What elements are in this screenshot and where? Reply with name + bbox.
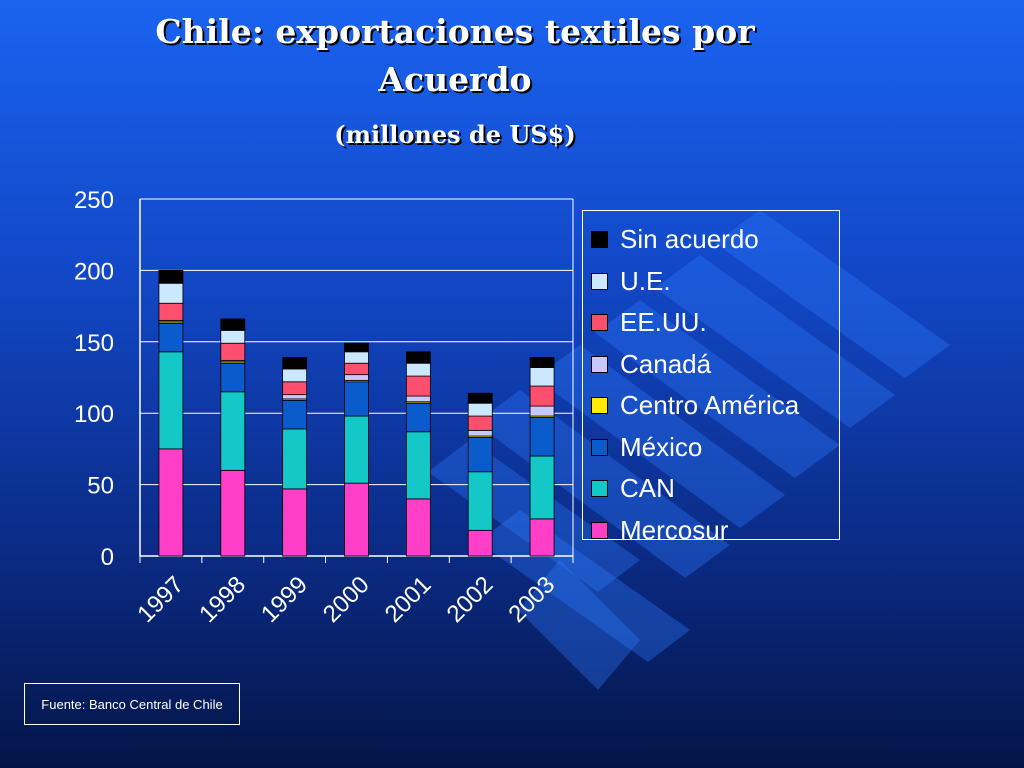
legend-swatch xyxy=(591,272,608,290)
y-tick-label: 150 xyxy=(74,330,114,357)
legend-label: CAN xyxy=(620,473,675,504)
bar-segment xyxy=(282,357,308,370)
bar-segment xyxy=(158,269,184,284)
bar-segment xyxy=(282,381,308,396)
bar-segment xyxy=(529,417,555,457)
bar-segment xyxy=(220,342,246,361)
legend-swatch xyxy=(591,438,608,456)
x-tick-label: 1998 xyxy=(194,571,251,628)
legend-item: EE.UU. xyxy=(583,302,839,344)
bar-segment xyxy=(344,381,369,417)
bar-segment xyxy=(158,282,184,304)
bar-segment xyxy=(405,351,431,364)
legend-swatch xyxy=(591,397,608,415)
bar-segment xyxy=(158,302,184,321)
bar-segment xyxy=(158,448,184,557)
x-tick-label: 1999 xyxy=(256,571,313,628)
legend-item: Sin acuerdo xyxy=(583,219,839,261)
x-tick-label: 2001 xyxy=(380,571,437,628)
bar-segment xyxy=(158,322,184,353)
x-tick-label: 2000 xyxy=(318,571,375,628)
bar-segment xyxy=(344,342,369,353)
bar-segment xyxy=(344,482,369,557)
legend-item: México xyxy=(583,427,839,469)
slide-title: Chile: exportaciones textiles por Acuerd… xyxy=(60,8,850,104)
x-tick-label: 2003 xyxy=(503,571,560,628)
legend-label: México xyxy=(620,431,703,462)
y-tick-label: 100 xyxy=(74,401,114,428)
bar-segment xyxy=(282,399,308,430)
bar-segment xyxy=(282,488,308,557)
legend-swatch xyxy=(591,231,608,249)
slide-subtitle: (millones de US$) xyxy=(334,120,576,149)
legend-swatch xyxy=(591,314,608,332)
bar-segment xyxy=(405,395,431,403)
bar-segment xyxy=(344,362,369,376)
legend-swatch xyxy=(591,355,608,373)
legend-item: Mercosur xyxy=(583,510,839,552)
y-tick-label: 250 xyxy=(74,187,114,214)
bar-segment xyxy=(405,498,431,557)
x-tick-label: 2002 xyxy=(442,571,499,628)
bar-segment xyxy=(220,391,246,471)
legend-label: Canadá xyxy=(620,348,712,379)
bar-segment xyxy=(529,405,555,417)
title-line-1: Chile: exportaciones textiles por xyxy=(155,12,755,51)
bar-segment xyxy=(405,431,431,500)
bar-segment xyxy=(529,357,555,368)
y-tick-label: 50 xyxy=(87,473,114,500)
legend-label: Mercosur xyxy=(620,514,729,545)
bar-segment xyxy=(282,368,308,383)
bar-segment xyxy=(529,455,555,520)
bar-segment xyxy=(467,529,493,557)
bar-segment xyxy=(467,415,493,431)
bar-segment xyxy=(220,469,246,557)
bar-segment xyxy=(529,518,555,557)
x-tick-label: 1997 xyxy=(132,571,189,628)
legend-label: U.E. xyxy=(620,265,671,296)
bar-segment xyxy=(529,385,555,407)
bar-segment xyxy=(467,437,493,473)
bar-segment xyxy=(220,329,246,344)
bar-segment xyxy=(405,362,431,377)
bar-segment xyxy=(405,375,431,397)
bar-segment xyxy=(344,351,369,364)
bar-segment xyxy=(467,471,493,531)
legend-item: CAN xyxy=(583,468,839,510)
bar-segment xyxy=(344,374,369,381)
bar-segment xyxy=(529,367,555,387)
legend-label: Centro América xyxy=(620,390,800,421)
bar-segment xyxy=(220,318,246,331)
y-tick-label: 0 xyxy=(101,544,114,571)
legend-item: U.E. xyxy=(583,261,839,303)
title-line-2: Acuerdo xyxy=(378,60,532,99)
bar-segment xyxy=(467,402,493,417)
legend-swatch xyxy=(591,480,608,498)
legend-item: Centro América xyxy=(583,385,839,427)
bar-segment xyxy=(282,428,308,490)
bar-segment xyxy=(158,351,184,450)
bar-segment xyxy=(405,402,431,433)
bar-segment xyxy=(220,362,246,393)
y-tick-label: 200 xyxy=(74,258,114,285)
legend-label: EE.UU. xyxy=(620,307,707,338)
legend-item: Canadá xyxy=(583,344,839,386)
source-note: Fuente: Banco Central de Chile xyxy=(24,683,240,725)
legend-label: Sin acuerdo xyxy=(620,224,759,255)
chart-legend: Sin acuerdo U.E. EE.UU. Canadá Centro Améric… xyxy=(582,210,840,545)
bar-segment xyxy=(467,392,493,404)
bar-segment xyxy=(344,415,369,484)
bar-segment xyxy=(467,429,493,437)
legend-swatch xyxy=(591,521,608,539)
bar-segment xyxy=(282,394,308,400)
